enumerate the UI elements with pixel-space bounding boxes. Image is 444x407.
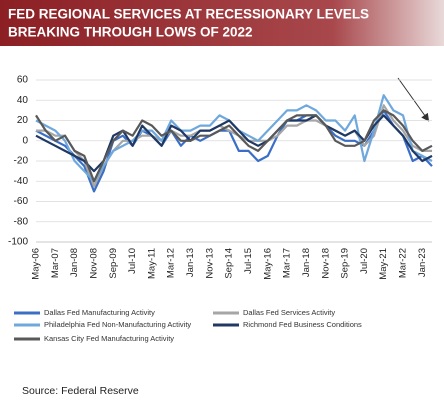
x-tick-label: Sep-19 <box>340 248 351 279</box>
x-tick-label: Nov-13 <box>204 248 215 279</box>
y-tick-label: -100 <box>8 237 28 248</box>
source: Source: Federal Reserve <box>22 385 139 397</box>
y-tick-label: -40 <box>14 176 29 187</box>
y-tick-label: -20 <box>14 156 29 167</box>
y-tick-label: 0 <box>22 135 28 146</box>
x-tick-label: May-06 <box>31 248 42 280</box>
legend-label: Richmond Fed Business Conditions <box>243 320 362 329</box>
y-tick-label: 20 <box>17 115 29 126</box>
series-line <box>35 109 433 183</box>
x-tick-label: Jan-23 <box>417 248 428 277</box>
y-tick-label: 60 <box>17 75 29 86</box>
x-tick-label: Jul-10 <box>127 248 138 274</box>
legend-label: Kansas City Fed Manufacturing Activity <box>44 334 174 343</box>
x-tick-label: Jan-13 <box>185 248 196 277</box>
legend-label: Dallas Fed Manufacturing Activity <box>44 308 155 317</box>
chart-title: BREAKING THROUGH LOWS OF 2022 <box>8 25 253 40</box>
x-tick-label: Jul-20 <box>359 248 370 274</box>
legend-label: Dallas Fed Services Activity <box>243 308 335 317</box>
x-tick-label: Jan-18 <box>301 248 312 277</box>
x-tick-label: Sep-14 <box>224 248 235 279</box>
header-band <box>0 0 444 46</box>
x-tick-label: May-11 <box>146 248 157 279</box>
series-line <box>36 104 432 188</box>
x-tick-label: Sep-09 <box>108 248 119 279</box>
x-tick-label: Jul-15 <box>243 248 254 274</box>
x-tick-label: Jan-08 <box>69 248 80 277</box>
x-tick-label: Nov-08 <box>88 248 99 279</box>
y-tick-label: 40 <box>17 95 29 106</box>
x-tick-label: Mar-22 <box>398 248 409 278</box>
x-tick-label: May-16 <box>262 248 273 280</box>
x-tick-label: Nov-18 <box>320 248 331 279</box>
x-tick-label: Mar-12 <box>166 248 177 278</box>
annotation-arrow <box>397 77 430 122</box>
y-tick-label: -60 <box>14 196 29 207</box>
legend-label: Philadelphia Fed Non-Manufacturing Activ… <box>44 320 191 329</box>
chart-title: FED REGIONAL SERVICES AT RECESSIONARY LE… <box>8 7 369 22</box>
x-tick-label: May-21 <box>378 248 389 280</box>
x-tick-label: Mar-07 <box>50 248 61 278</box>
y-tick-label: -80 <box>14 216 29 227</box>
x-tick-label: Mar-17 <box>282 248 293 278</box>
